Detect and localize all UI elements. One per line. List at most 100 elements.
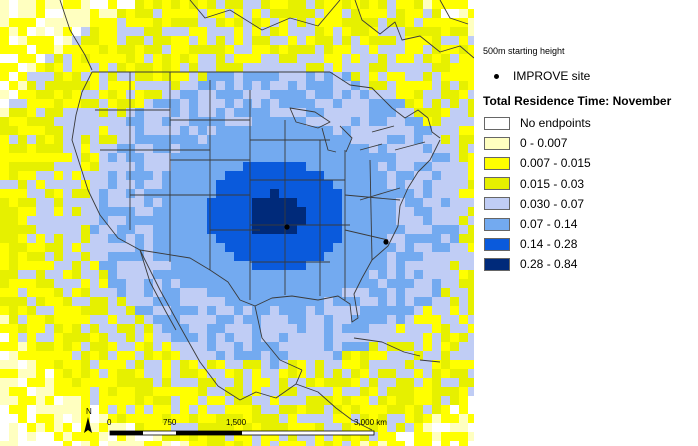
grid-cell xyxy=(36,270,45,279)
grid-cell xyxy=(360,342,369,351)
grid-cell xyxy=(414,261,423,270)
grid-cell xyxy=(306,27,315,36)
grid-cell xyxy=(468,252,474,261)
grid-cell xyxy=(315,162,324,171)
grid-cell xyxy=(36,324,45,333)
grid-cell xyxy=(333,324,342,333)
grid-cell xyxy=(360,333,369,342)
grid-cell xyxy=(270,72,279,81)
grid-cell xyxy=(216,63,225,72)
grid-cell xyxy=(180,198,189,207)
grid-cell xyxy=(18,180,27,189)
grid-cell xyxy=(432,54,441,63)
grid-cell xyxy=(396,63,405,72)
grid-cell xyxy=(99,387,108,396)
grid-cell xyxy=(396,108,405,117)
grid-cell xyxy=(378,378,387,387)
grid-cell xyxy=(414,9,423,18)
grid-cell xyxy=(162,423,171,432)
grid-cell xyxy=(459,36,468,45)
grid-cell xyxy=(0,288,9,297)
grid-cell xyxy=(459,63,468,72)
grid-cell xyxy=(423,207,432,216)
grid-cell xyxy=(162,270,171,279)
grid-cell xyxy=(0,387,9,396)
grid-cell xyxy=(207,189,216,198)
grid-cell xyxy=(36,99,45,108)
grid-cell xyxy=(459,135,468,144)
grid-cell xyxy=(387,99,396,108)
grid-cell xyxy=(414,288,423,297)
grid-cell xyxy=(396,207,405,216)
grid-cell xyxy=(306,360,315,369)
grid-cell xyxy=(279,72,288,81)
grid-cell xyxy=(18,333,27,342)
grid-cell xyxy=(324,288,333,297)
grid-cell xyxy=(9,270,18,279)
grid-cell xyxy=(459,99,468,108)
grid-cell xyxy=(306,234,315,243)
grid-cell xyxy=(360,36,369,45)
grid-cell xyxy=(153,207,162,216)
grid-cell xyxy=(108,252,117,261)
grid-cell xyxy=(234,405,243,414)
grid-cell xyxy=(279,144,288,153)
grid-cell xyxy=(189,243,198,252)
grid-cell xyxy=(0,153,9,162)
grid-cell xyxy=(423,432,432,441)
grid-cell xyxy=(252,18,261,27)
grid-cell xyxy=(90,306,99,315)
grid-cell xyxy=(189,72,198,81)
grid-cell xyxy=(171,297,180,306)
grid-cell xyxy=(108,189,117,198)
grid-cell xyxy=(279,63,288,72)
grid-cell xyxy=(0,225,9,234)
grid-cell xyxy=(414,405,423,414)
grid-cell xyxy=(207,27,216,36)
grid-cell xyxy=(27,189,36,198)
grid-cell xyxy=(378,90,387,99)
grid-cell xyxy=(207,135,216,144)
grid-cell xyxy=(243,144,252,153)
grid-cell xyxy=(99,378,108,387)
grid-cell xyxy=(0,45,9,54)
grid-cell xyxy=(252,207,261,216)
grid-cell xyxy=(342,351,351,360)
grid-cell xyxy=(279,288,288,297)
grid-cell xyxy=(27,378,36,387)
grid-cell xyxy=(387,441,396,446)
grid-cell xyxy=(360,216,369,225)
grid-cell xyxy=(306,126,315,135)
grid-cell xyxy=(108,0,117,9)
grid-cell xyxy=(261,432,270,441)
grid-cell xyxy=(423,360,432,369)
grid-cell xyxy=(9,18,18,27)
grid-cell xyxy=(108,45,117,54)
grid-cell xyxy=(423,36,432,45)
grid-cell xyxy=(126,189,135,198)
grid-cell xyxy=(153,225,162,234)
grid-cell xyxy=(198,378,207,387)
grid-cell xyxy=(171,432,180,441)
grid-cell xyxy=(243,63,252,72)
grid-cell xyxy=(36,126,45,135)
grid-cell xyxy=(81,18,90,27)
grid-cell xyxy=(144,414,153,423)
grid-cell xyxy=(171,234,180,243)
grid-cell xyxy=(171,243,180,252)
grid-cell xyxy=(216,405,225,414)
grid-cell xyxy=(342,414,351,423)
grid-cell xyxy=(270,243,279,252)
grid-cell xyxy=(414,297,423,306)
grid-cell xyxy=(54,108,63,117)
grid-cell xyxy=(333,342,342,351)
grid-cell xyxy=(432,315,441,324)
grid-cell xyxy=(450,180,459,189)
grid-cell xyxy=(306,423,315,432)
grid-cell xyxy=(90,45,99,54)
grid-cell xyxy=(261,234,270,243)
grid-cell xyxy=(387,333,396,342)
grid-cell xyxy=(225,54,234,63)
grid-cell xyxy=(423,405,432,414)
grid-cell xyxy=(198,171,207,180)
